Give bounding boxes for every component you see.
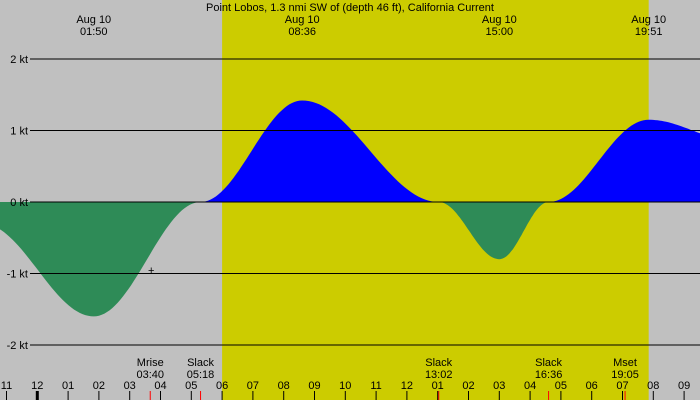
y-tick-label-4: -2 kt (7, 340, 28, 352)
chart-title: Point Lobos, 1.3 nmi SW of (depth 46 ft)… (206, 2, 494, 14)
hour-label-16: 03 (493, 380, 505, 392)
top-date-label-0: Aug 10 (76, 14, 111, 26)
hour-axis: 11 12 01 02 03 04 05 06 07 08 09 10 11 12 01 02 03 04 05 06… (1, 380, 690, 400)
hour-label-8: 07 (247, 380, 259, 392)
top-date-label-2: Aug 10 (482, 14, 517, 26)
top-time-label-2: 15:00 (486, 26, 514, 38)
top-date-label-1: Aug 10 (285, 14, 320, 26)
ebb-area-0 (0, 202, 201, 317)
hour-label-18: 05 (555, 380, 567, 392)
ebb-area-2 (438, 202, 549, 260)
top-time-label-0: 01:50 (80, 26, 108, 38)
hour-label-6: 05 (185, 380, 197, 392)
hour-label-3: 02 (93, 380, 105, 392)
event-time-2: 05:18 (187, 369, 215, 381)
event-time-1: 03:40 (136, 369, 164, 381)
hour-label-4: 03 (124, 380, 136, 392)
y-tick-label-0: 2 kt (10, 54, 28, 66)
event-time-3: 13:02 (425, 369, 453, 381)
hour-label-14: 01 (432, 380, 444, 392)
event-labels: k0Mrise03:40Slack05:18Slack13:02Slack16:… (136, 357, 639, 400)
hour-label-17: 04 (524, 380, 536, 392)
flood-area-3 (548, 119, 700, 202)
hour-label-11: 10 (339, 380, 351, 392)
horizontal-gridlines: 2 kt 1 kt 0 kt -1 kt -2 kt (7, 54, 700, 352)
top-time-label-3: 19:51 (635, 26, 663, 38)
hour-label-20: 07 (616, 380, 628, 392)
flood-area-1 (200, 100, 439, 202)
hour-label-12: 11 (370, 380, 381, 392)
top-time-label-1: 08:36 (288, 26, 316, 38)
hour-label-1: 12 (31, 380, 43, 392)
hour-label-15: 02 (462, 380, 474, 392)
hour-label-10: 09 (308, 380, 320, 392)
event-time-5: 19:05 (611, 369, 639, 381)
current-curve: + (0, 100, 700, 317)
hour-label-2: 01 (62, 380, 74, 392)
y-tick-label-3: -1 kt (7, 269, 28, 281)
moon-transit-marker: + (148, 265, 154, 277)
hour-label-21: 08 (647, 380, 659, 392)
hour-label-0: 11 (1, 380, 12, 392)
event-time-4: 16:36 (535, 369, 563, 381)
hour-label-22: 09 (678, 380, 690, 392)
event-label-3: Slack (425, 357, 452, 369)
event-label-5: Mset (613, 357, 637, 369)
y-tick-label-2: 0 kt (10, 197, 28, 209)
event-label-2: Slack (187, 357, 214, 369)
event-label-4: Slack (535, 357, 562, 369)
event-label-1: Mrise (137, 357, 164, 369)
y-tick-label-1: 1 kt (10, 126, 28, 138)
top-date-label-3: Aug 10 (631, 14, 666, 26)
hour-label-7: 06 (216, 380, 228, 392)
hour-label-5: 04 (154, 380, 166, 392)
hour-label-19: 06 (586, 380, 598, 392)
hour-label-9: 08 (278, 380, 290, 392)
hour-label-13: 12 (401, 380, 413, 392)
